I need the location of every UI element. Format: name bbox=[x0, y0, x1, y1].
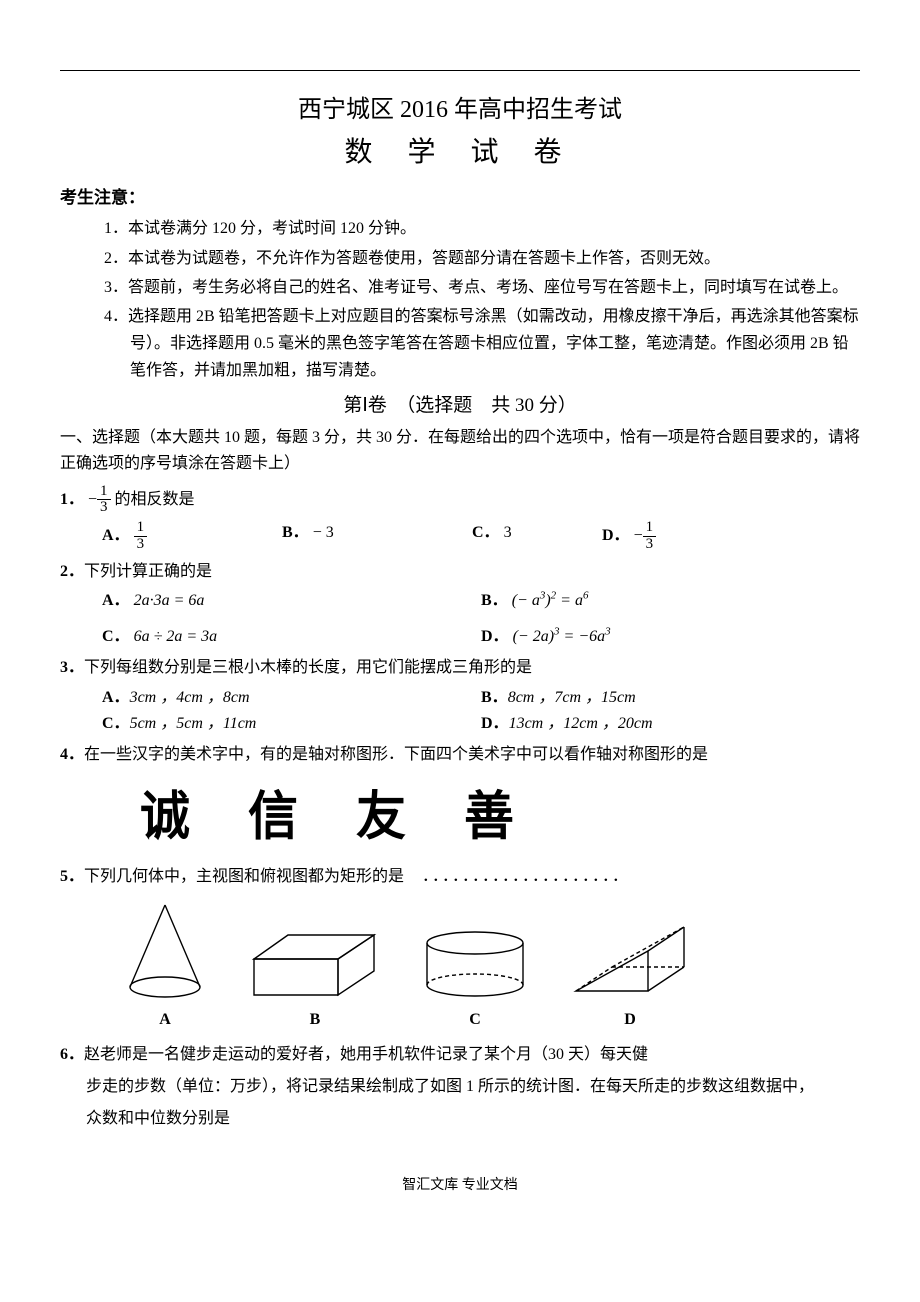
q3-opt-b: B．8cm ，7cm ，15cm bbox=[481, 685, 860, 711]
question-3: 3．下列每组数分别是三根小木棒的长度，用它们能摆成三角形的是 A．3cm ，4c… bbox=[60, 655, 860, 736]
q4-char-you: 友 bbox=[356, 774, 404, 858]
q5-dots: ．．．．．．．．．．．．．．．．．．．． bbox=[404, 868, 630, 885]
question-4: 4．在一些汉字的美术字中，有的是轴对称图形．下面四个美术字中可以看作轴对称图形的… bbox=[60, 742, 860, 856]
q2-opt-c: C． 6a ÷ 2a = 3a bbox=[102, 624, 481, 650]
triangular-prism-icon bbox=[570, 919, 690, 999]
top-rule bbox=[60, 70, 860, 71]
q3-stem: 3．下列每组数分别是三根小木棒的长度，用它们能摆成三角形的是 bbox=[60, 655, 860, 681]
cylinder-icon bbox=[420, 929, 530, 999]
q2-opt-a: A． 2a·3a = 6a bbox=[102, 588, 481, 614]
q1-opt-d: D． −13 bbox=[602, 520, 752, 553]
notice-heading: 考生注意： bbox=[60, 184, 860, 211]
notice-item: 4．选择题用 2B 铅笔把答题卡上对应题目的答案标号涂黑（如需改动，用橡皮擦干净… bbox=[104, 303, 860, 385]
exam-title-line1: 西宁城区 2016 年高中招生考试 bbox=[60, 91, 860, 129]
q1-stem-tail: 的相反数是 bbox=[111, 491, 195, 508]
q5-fig-cuboid: B bbox=[250, 929, 380, 1033]
section1-heading: 第Ⅰ卷 （选择题 共 30 分） bbox=[60, 391, 860, 421]
q1-stem: 1． −13 的相反数是 bbox=[60, 484, 860, 517]
notice-item: 2．本试卷为试题卷，不允许作为答题卷使用，答题部分请在答题卡上作答，否则无效。 bbox=[104, 245, 860, 272]
cone-icon bbox=[120, 899, 210, 999]
q5-fig-cylinder: C bbox=[420, 929, 530, 1033]
q2-opt-d: D． (− 2a)3 = −6a3 bbox=[481, 624, 860, 650]
q3-opt-d: D．13cm ，12cm ，20cm bbox=[481, 711, 860, 737]
q5-fig-prism: D bbox=[570, 919, 690, 1033]
exam-title-line2: 数 学 试 卷 bbox=[60, 131, 860, 176]
question-1: 1． −13 的相反数是 A． 13 B． − 3 C． 3 D． −13 bbox=[60, 484, 860, 553]
q3-options: A．3cm ，4cm ，8cm B．8cm ，7cm ，15cm C．5cm ，… bbox=[60, 685, 860, 736]
q5-fig-cone: A bbox=[120, 899, 210, 1033]
q4-char-xin: 信 bbox=[248, 774, 296, 858]
notice-item: 1．本试卷满分 120 分，考试时间 120 分钟。 bbox=[104, 215, 860, 242]
q1-neg-sign: − bbox=[88, 491, 97, 508]
q2-opt-b: B． (− a3)2 = a6 bbox=[481, 588, 860, 614]
q3-opt-a: A．3cm ，4cm ，8cm bbox=[102, 685, 481, 711]
q2-stem: 2．下列计算正确的是 bbox=[60, 559, 860, 585]
q1-number: 1． bbox=[60, 491, 84, 508]
notice-list: 1．本试卷满分 120 分，考试时间 120 分钟。 2．本试卷为试题卷，不允许… bbox=[60, 215, 860, 384]
q2-options: A． 2a·3a = 6a B． (− a3)2 = a6 C． 6a ÷ 2a… bbox=[60, 588, 860, 649]
q1-opt-a: A． 13 bbox=[102, 520, 282, 553]
question-5: 5．下列几何体中，主视图和俯视图都为矩形的是 ．．．．．．．．．．．．．．．．．… bbox=[60, 864, 860, 1033]
question-2: 2．下列计算正确的是 A． 2a·3a = 6a B． (− a3)2 = a6… bbox=[60, 559, 860, 650]
q5-figures: A B C bbox=[60, 899, 860, 1033]
q6-body: 6．赵老师是一名健步走运动的爱好者，她用手机软件记录了某个月（30 天）每天健 … bbox=[60, 1039, 860, 1135]
q1-options: A． 13 B． − 3 C． 3 D． −13 bbox=[60, 520, 860, 553]
q1-fraction: 13 bbox=[97, 484, 111, 517]
section1-instructions: 一、选择题（本大题共 10 题，每题 3 分，共 30 分．在每题给出的四个选项… bbox=[60, 425, 860, 478]
q5-stem: 5．下列几何体中，主视图和俯视图都为矩形的是 ．．．．．．．．．．．．．．．．．… bbox=[60, 864, 860, 890]
q4-stem: 4．在一些汉字的美术字中，有的是轴对称图形．下面四个美术字中可以看作轴对称图形的… bbox=[60, 742, 860, 768]
page-footer: 智汇文库 专业文档 bbox=[60, 1175, 860, 1197]
cuboid-icon bbox=[250, 929, 380, 999]
question-6: 6．赵老师是一名健步走运动的爱好者，她用手机软件记录了某个月（30 天）每天健 … bbox=[60, 1039, 860, 1135]
q4-char-cheng: 诚 bbox=[140, 774, 188, 858]
q4-char-shan: 善 bbox=[464, 774, 512, 858]
q1-opt-b: B． − 3 bbox=[282, 520, 472, 553]
notice-item: 3．答题前，考生务必将自己的姓名、准考证号、考点、考场、座位号写在答题卡上，同时… bbox=[104, 274, 860, 301]
q1-opt-c: C． 3 bbox=[472, 520, 602, 553]
q4-characters: 诚 信 友 善 bbox=[60, 776, 860, 856]
q3-opt-c: C．5cm ，5cm ，11cm bbox=[102, 711, 481, 737]
